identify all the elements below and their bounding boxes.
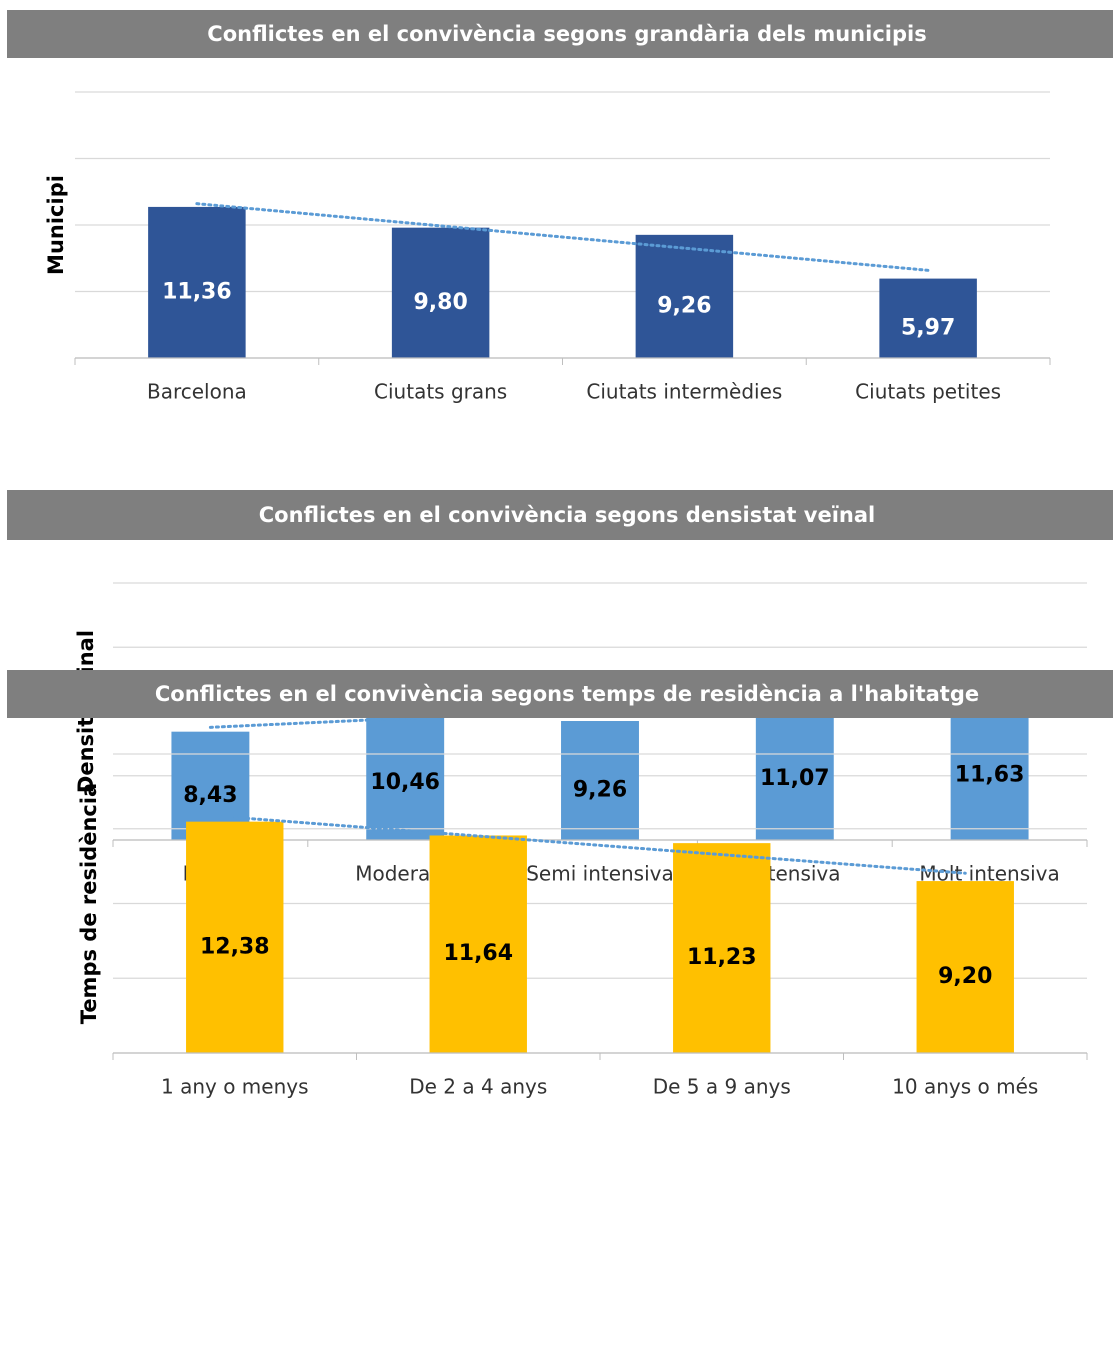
- chart-title: Conflictes en el convivència segons temp…: [155, 682, 979, 706]
- trendline: [195, 202, 930, 272]
- bar: [186, 821, 284, 1053]
- value-label: 11,23: [687, 945, 757, 970]
- chart-title: Conflictes en el convivència segons dens…: [259, 503, 875, 527]
- x-tick-label: 1 any o menys: [161, 1075, 309, 1099]
- x-tick-label: Ciutats intermèdies: [586, 380, 782, 404]
- x-tick-label: Ciutats grans: [374, 380, 507, 404]
- value-label: 9,80: [413, 290, 467, 315]
- header-bar: [7, 670, 1113, 718]
- x-tick-label: De 2 a 4 anys: [409, 1075, 547, 1099]
- value-label: 9,26: [573, 778, 627, 803]
- value-label: 9,20: [938, 964, 992, 989]
- value-label: 12,38: [200, 934, 270, 959]
- bar: [635, 234, 734, 358]
- chart-title: Conflictes en el convivència segons gran…: [207, 22, 926, 46]
- value-label: 11,07: [760, 766, 830, 791]
- bar: [916, 881, 1014, 1053]
- bar: [148, 206, 246, 358]
- bar: [879, 278, 977, 358]
- value-label: 11,36: [162, 279, 232, 304]
- value-label: 11,64: [443, 941, 513, 966]
- x-tick-label: Ciutats petites: [855, 380, 1001, 404]
- bar: [366, 705, 445, 840]
- trendline: [233, 815, 967, 875]
- value-label: 8,43: [183, 783, 237, 808]
- x-tick-label: De 5 a 9 anys: [653, 1075, 791, 1099]
- x-tick-label: Semi intensiva: [526, 862, 674, 886]
- y-axis-label: Municipi: [44, 175, 68, 275]
- value-label: 10,46: [370, 770, 440, 795]
- header-bar: [7, 10, 1113, 58]
- x-tick-label: Barcelona: [147, 380, 247, 404]
- x-tick-label: 10 anys o més: [892, 1075, 1038, 1099]
- value-label: 9,26: [657, 293, 711, 318]
- y-axis-label: Temps de residència: [77, 783, 101, 1024]
- value-label: 11,63: [955, 762, 1025, 787]
- value-label: 5,97: [901, 315, 955, 340]
- bar: [673, 843, 771, 1053]
- header-bar: [7, 490, 1113, 540]
- bar: [755, 697, 834, 840]
- bar: [391, 227, 490, 358]
- bar: [429, 835, 527, 1053]
- bar: [561, 721, 639, 840]
